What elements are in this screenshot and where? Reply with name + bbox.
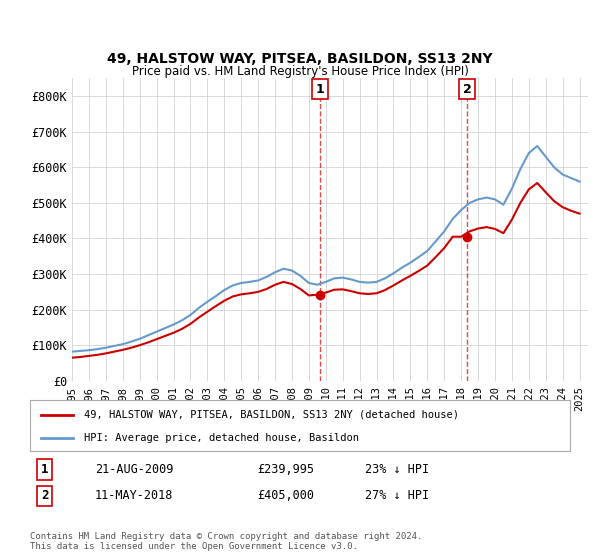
Text: 1: 1 [316, 82, 324, 96]
Text: 49, HALSTOW WAY, PITSEA, BASILDON, SS13 2NY: 49, HALSTOW WAY, PITSEA, BASILDON, SS13 … [107, 52, 493, 66]
Text: 2: 2 [463, 82, 472, 96]
Text: HPI: Average price, detached house, Basildon: HPI: Average price, detached house, Basi… [84, 433, 359, 443]
Text: 11-MAY-2018: 11-MAY-2018 [95, 489, 173, 502]
Text: Price paid vs. HM Land Registry's House Price Index (HPI): Price paid vs. HM Land Registry's House … [131, 65, 469, 78]
Text: 49, HALSTOW WAY, PITSEA, BASILDON, SS13 2NY (detached house): 49, HALSTOW WAY, PITSEA, BASILDON, SS13 … [84, 409, 459, 419]
Text: £239,995: £239,995 [257, 463, 314, 476]
Text: Contains HM Land Registry data © Crown copyright and database right 2024.
This d: Contains HM Land Registry data © Crown c… [30, 532, 422, 552]
Text: 23% ↓ HPI: 23% ↓ HPI [365, 463, 429, 476]
Text: 27% ↓ HPI: 27% ↓ HPI [365, 489, 429, 502]
Text: 21-AUG-2009: 21-AUG-2009 [95, 463, 173, 476]
Text: £405,000: £405,000 [257, 489, 314, 502]
Text: 2: 2 [41, 489, 48, 502]
Text: 1: 1 [41, 463, 48, 476]
